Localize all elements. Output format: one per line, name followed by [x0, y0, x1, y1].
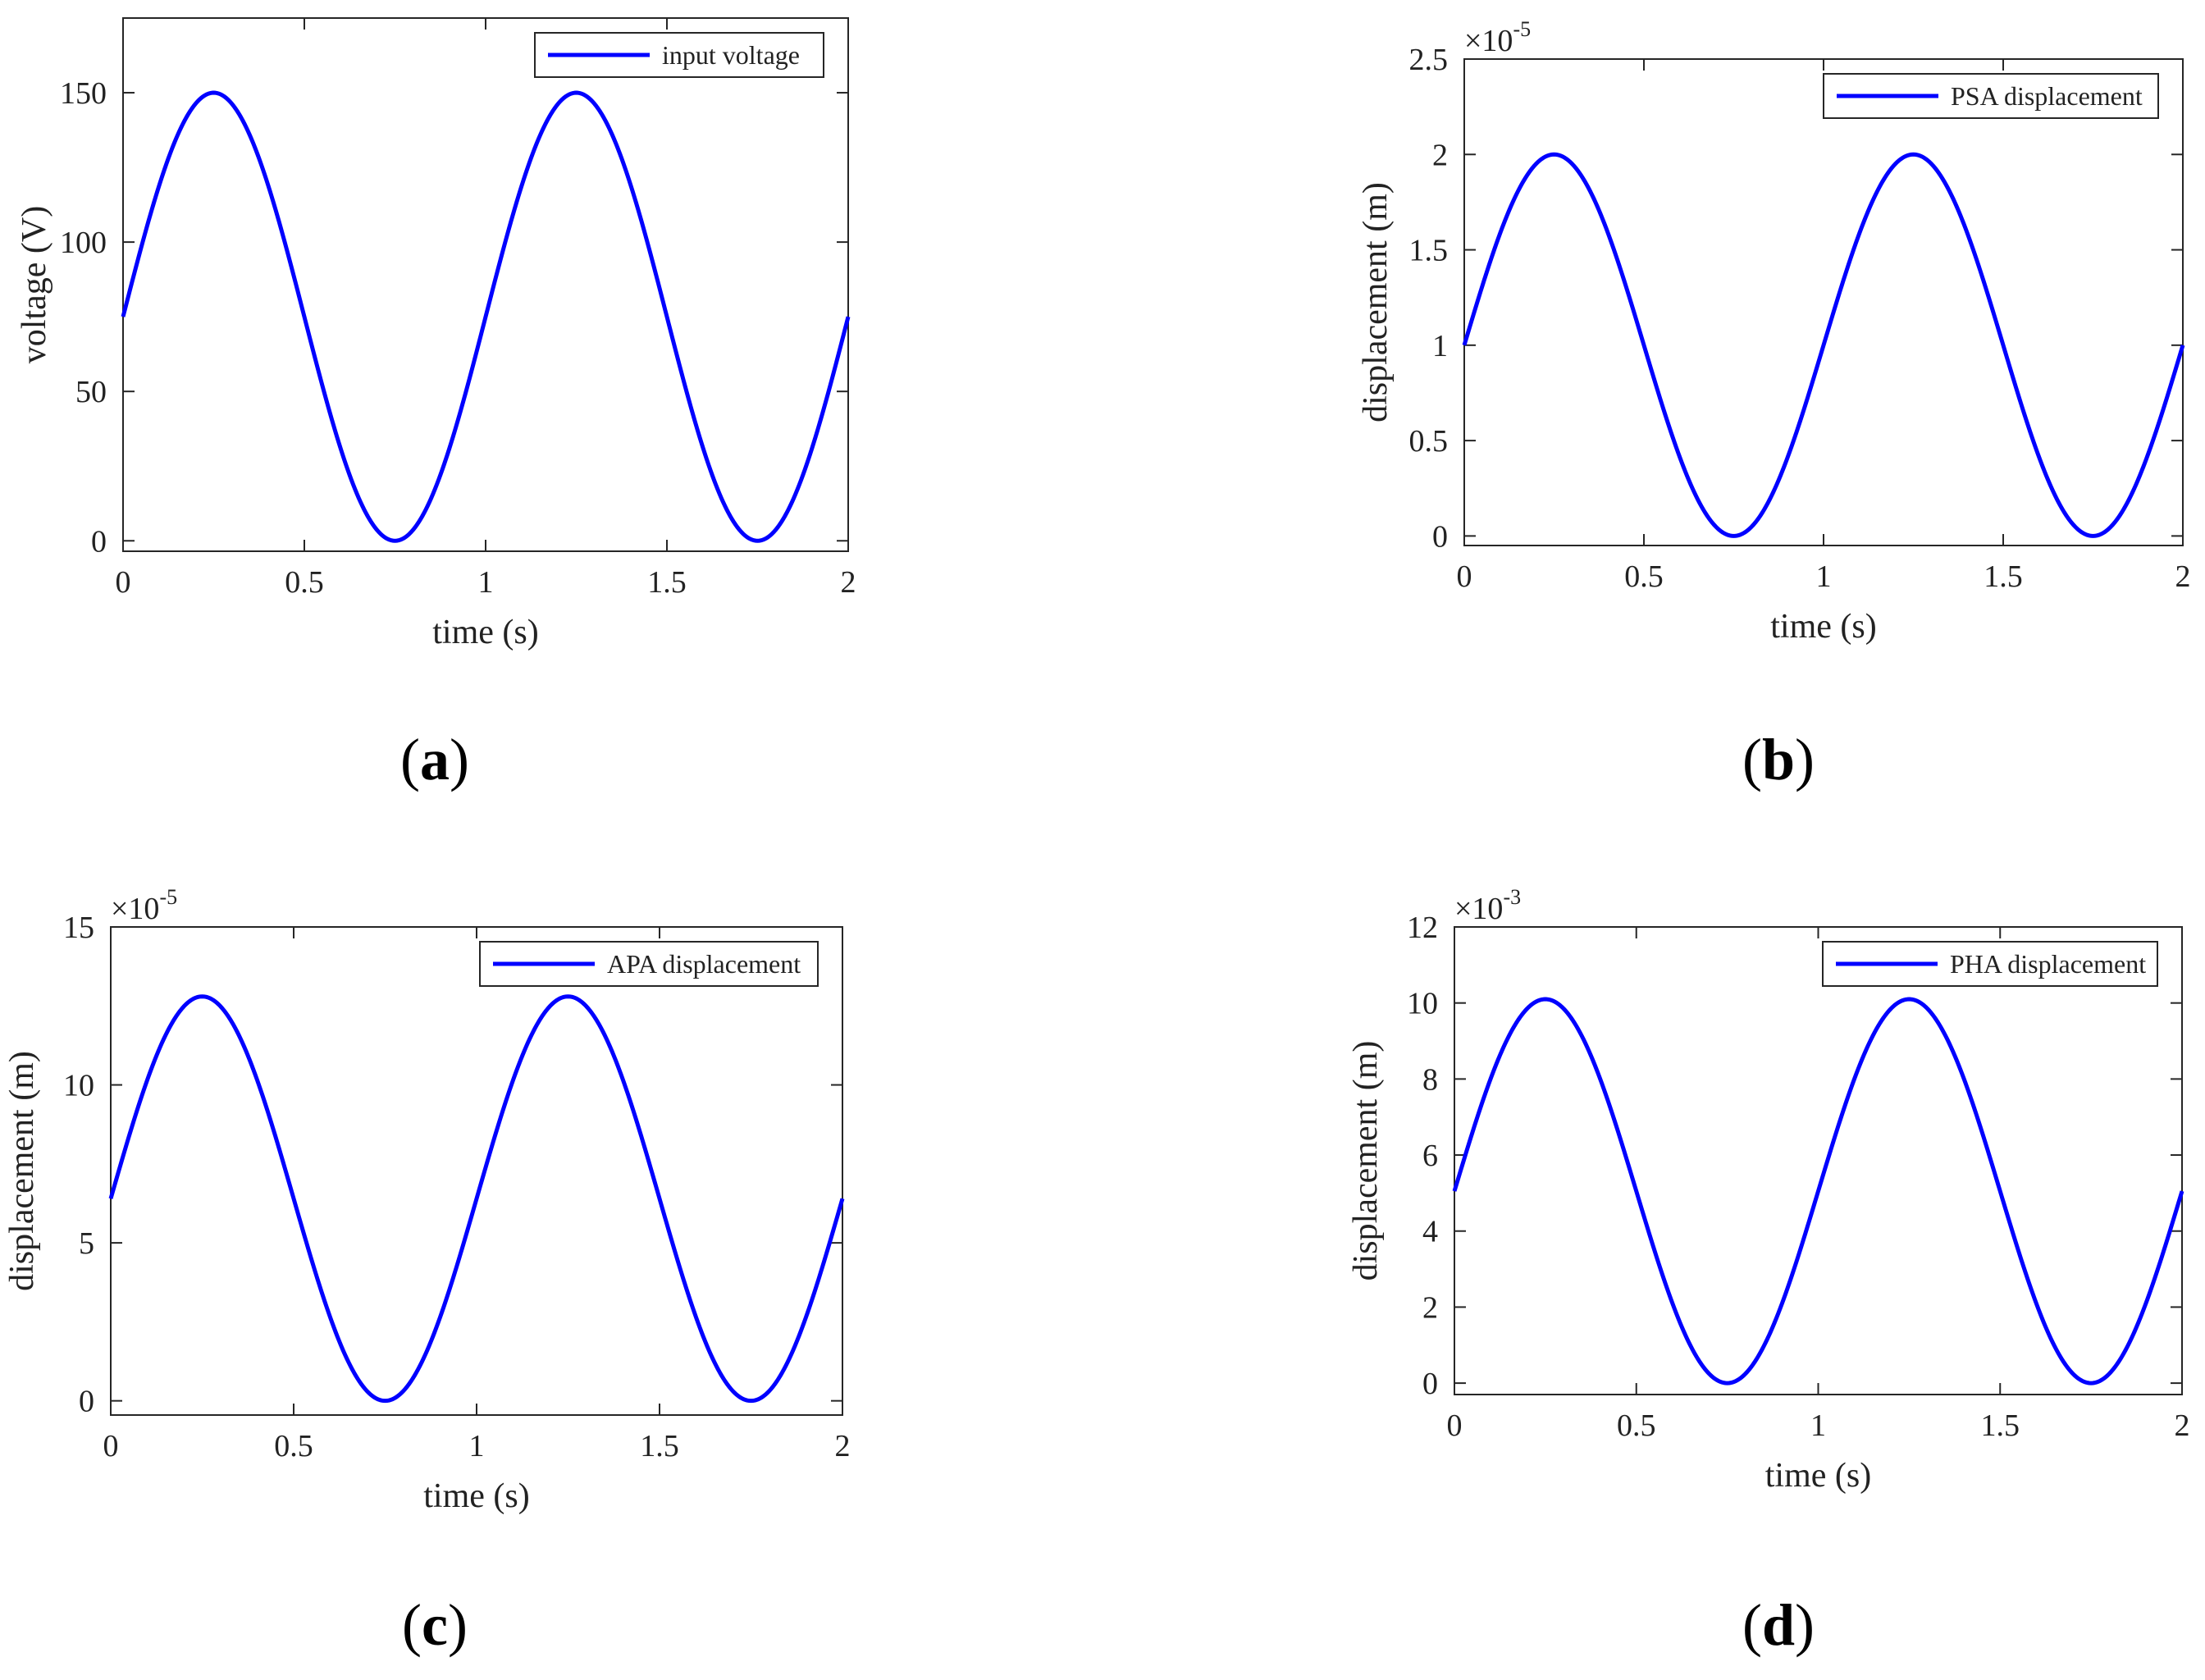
y-axis-label: displacement (m) [3, 1051, 41, 1291]
x-tick-label: 1 [1816, 559, 1832, 594]
chart-panel-b: 0 0.5 1 1.5 2 0 0.5 1 1.5 2 2.5 time (s) displacemen… [1341, 10, 2199, 669]
legend-label: input voltage [662, 40, 800, 70]
y-tick-label: 150 [60, 76, 107, 111]
y-tick-label: 0 [1422, 1367, 1438, 1401]
x-tick-label: 2 [2175, 559, 2191, 594]
chart-panel-c: 0 0.5 1 1.5 2 0 5 10 15 time (s) displacement (m) ×… [0, 878, 859, 1538]
y-tick-label: 15 [63, 911, 94, 945]
x-tick-label: 1 [478, 565, 494, 600]
legend: APA displacement [479, 941, 819, 987]
x-tick-label: 0.5 [1624, 559, 1664, 594]
x-axis-label: time (s) [1765, 1457, 1871, 1495]
series-line [121, 90, 851, 543]
axes-box [1454, 926, 2183, 1395]
series-line [108, 994, 845, 1404]
chart-panel-d: 0 0.5 1 1.5 2 0 2 4 6 8 10 12 time (s) displacement (… [1331, 878, 2198, 1518]
x-tick-label: 1.5 [1984, 559, 2023, 594]
chart-panel-a: 0 0.5 1 1.5 2 0 50 100 150 time (s) voltage (V) inp… [0, 0, 865, 674]
panel-label-d: (d) [1742, 1592, 1815, 1658]
y-tick-label: 2.5 [1409, 43, 1449, 77]
legend: PSA displacement [1823, 73, 2159, 119]
x-tick-label: 1.5 [1981, 1408, 2020, 1443]
y-tick-label: 10 [1407, 987, 1438, 1021]
plot-area: 0 0.5 1 1.5 2 0 5 10 15 time (s) displacement (m) ×… [3, 885, 851, 1515]
panel-label-b: (b) [1742, 727, 1815, 792]
chart-svg-a: 0 0.5 1 1.5 2 0 50 100 150 time (s) voltage (V) inp… [16, 17, 856, 651]
legend-label: PHA displacement [1950, 949, 2146, 979]
y-tick-label: 6 [1422, 1139, 1438, 1173]
y-tick-label: 0 [91, 524, 107, 559]
x-tick-label: 2 [835, 1429, 851, 1463]
y-tick-label: 100 [60, 226, 107, 260]
y-tick-label: 0 [1432, 519, 1448, 554]
y-tick-label: 1.5 [1409, 234, 1449, 268]
y-tick-label: 5 [79, 1226, 94, 1261]
plot-area: 0 0.5 1 1.5 2 0 2 4 6 8 10 12 time (s) displacement (… [1347, 885, 2190, 1495]
x-tick-label: 1.5 [640, 1429, 679, 1463]
x-axis-label: time (s) [1770, 608, 1876, 646]
y-exponent-label: ×10-3 [1454, 885, 1521, 926]
x-tick-label: 1 [1810, 1408, 1826, 1443]
panel-label-a: (a) [400, 727, 469, 792]
plot-area: 0 0.5 1 1.5 2 0 50 100 150 time (s) voltage (V) inp… [16, 17, 856, 651]
legend: PHA displacement [1822, 941, 2158, 987]
x-axis-label: time (s) [423, 1477, 529, 1515]
x-tick-label: 0 [103, 1429, 119, 1463]
y-exponent-label: ×10-5 [1464, 17, 1531, 58]
chart-svg-c: 0 0.5 1 1.5 2 0 5 10 15 time (s) displacement (m) ×… [3, 885, 851, 1515]
x-tick-label: 1 [469, 1429, 485, 1463]
series-line [1452, 997, 2184, 1386]
legend-label: PSA displacement [1951, 81, 2143, 111]
legend-box [534, 32, 824, 78]
x-tick-label: 2 [2175, 1408, 2190, 1443]
x-tick-label: 0 [1457, 559, 1472, 594]
legend-label: APA displacement [607, 949, 801, 979]
y-tick-label: 2 [1422, 1290, 1438, 1325]
y-axis-label: displacement (m) [1357, 182, 1395, 422]
series-line [1462, 152, 2185, 538]
y-axis-label: displacement (m) [1347, 1041, 1385, 1281]
x-tick-label: 0 [1447, 1408, 1463, 1443]
y-tick-label: 12 [1407, 911, 1438, 945]
y-tick-label: 50 [75, 375, 107, 409]
plot-area: 0 0.5 1 1.5 2 0 0.5 1 1.5 2 2.5 time (s) displacemen… [1357, 17, 2191, 646]
axes-box [110, 926, 843, 1416]
y-tick-label: 0.5 [1409, 424, 1449, 459]
panel-label-c: (c) [402, 1592, 468, 1658]
x-tick-label: 0 [116, 565, 131, 600]
y-exponent-label: ×10-5 [111, 885, 177, 926]
y-tick-label: 4 [1422, 1215, 1438, 1249]
x-tick-label: 0.5 [274, 1429, 313, 1463]
chart-svg-d: 0 0.5 1 1.5 2 0 2 4 6 8 10 12 time (s) displacement (… [1347, 885, 2190, 1495]
x-tick-label: 2 [841, 565, 856, 600]
y-axis-label: voltage (V) [16, 206, 53, 363]
y-tick-label: 2 [1432, 138, 1448, 172]
x-tick-label: 1.5 [647, 565, 687, 600]
x-axis-label: time (s) [432, 614, 538, 651]
x-tick-label: 0.5 [285, 565, 324, 600]
axes-box [122, 17, 849, 552]
y-tick-label: 10 [63, 1069, 94, 1103]
x-tick-label: 0.5 [1617, 1408, 1656, 1443]
y-tick-label: 8 [1422, 1062, 1438, 1097]
axes-box [1463, 58, 2184, 546]
chart-svg-b: 0 0.5 1 1.5 2 0 0.5 1 1.5 2 2.5 time (s) displacemen… [1357, 17, 2191, 646]
legend: input voltage [534, 32, 824, 78]
y-tick-label: 1 [1432, 329, 1448, 363]
y-tick-label: 0 [79, 1385, 94, 1419]
